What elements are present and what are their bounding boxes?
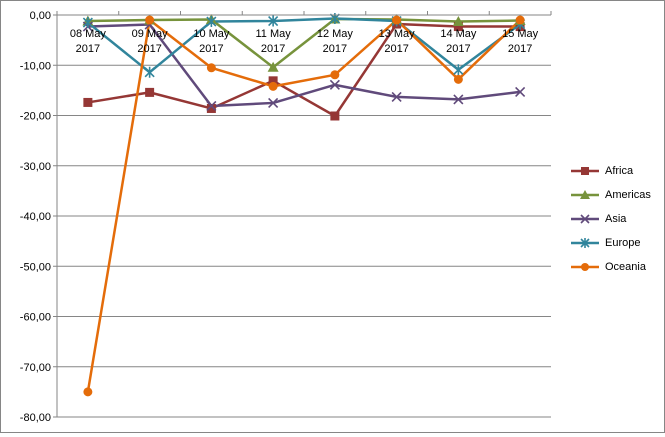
- point-asia: [206, 100, 217, 112]
- point-asia: [391, 91, 402, 102]
- x-tick-label: 13 May 2017: [379, 28, 416, 55]
- legend-swatch: [571, 263, 599, 271]
- legend-label: Oceania: [605, 261, 646, 273]
- point-europe: [82, 17, 93, 29]
- point-asia: [515, 86, 526, 97]
- point-africa: [268, 76, 278, 86]
- series-line-oceania: [86, 18, 521, 393]
- point-oceania: [83, 387, 93, 397]
- legend-item-africa: Africa: [571, 159, 661, 183]
- point-oceania: [453, 74, 463, 84]
- point-americas: [267, 61, 279, 72]
- legend-label: Africa: [605, 165, 634, 177]
- y-tick-label: -80,00: [20, 412, 51, 424]
- legend: Africa Americas Asia Europe Oceania: [571, 159, 661, 279]
- x-tick-label: 15 May 2017: [502, 28, 539, 55]
- point-africa: [330, 111, 340, 121]
- legend-swatch: [571, 214, 599, 224]
- point-asia: [453, 94, 464, 105]
- point-europe: [268, 15, 279, 27]
- legend-label: Europe: [605, 237, 641, 249]
- legend-item-oceania: Oceania: [571, 255, 661, 279]
- y-tick-label: -70,00: [20, 362, 51, 374]
- y-tick-label: -10,00: [20, 60, 51, 72]
- point-asia: [268, 97, 279, 109]
- point-oceania: [268, 81, 278, 91]
- legend-swatch: [571, 190, 599, 199]
- point-europe: [206, 16, 217, 28]
- point-africa: [145, 87, 155, 97]
- y-tick-label: -60,00: [20, 312, 51, 324]
- legend-item-americas: Americas: [571, 183, 661, 207]
- series-line-americas: [87, 17, 521, 69]
- y-tick-label: -40,00: [20, 211, 51, 223]
- series-line-asia: [87, 23, 521, 108]
- x-tick-label: 10 May 2017: [193, 28, 230, 55]
- point-africa: [83, 97, 93, 107]
- legend-label: Americas: [605, 189, 651, 201]
- x-tick-label: 12 May 2017: [317, 28, 354, 55]
- series-line-africa: [87, 22, 521, 118]
- point-oceania: [392, 15, 402, 25]
- point-europe: [144, 66, 155, 78]
- point-oceania: [145, 15, 155, 25]
- legend-item-asia: Asia: [571, 207, 661, 231]
- x-tick-label: 14 May 2017: [440, 28, 477, 55]
- legend-swatch: [571, 238, 599, 248]
- series-line-europe: [87, 17, 521, 74]
- legend-swatch: [571, 167, 599, 175]
- point-oceania: [330, 70, 340, 80]
- legend-label: Asia: [605, 213, 627, 225]
- point-americas: [452, 16, 464, 27]
- y-tick-label: -50,00: [20, 261, 51, 273]
- y-tick-label: -30,00: [20, 161, 51, 173]
- y-tick-label: -20,00: [20, 111, 51, 123]
- point-africa: [206, 103, 216, 113]
- y-tick-label: 0,00: [30, 10, 51, 22]
- x-tick-label: 11 May 2017: [255, 28, 291, 55]
- point-asia: [329, 79, 340, 90]
- point-oceania: [515, 15, 525, 25]
- legend-item-europe: Europe: [571, 231, 661, 255]
- point-africa: [453, 22, 463, 32]
- point-europe: [453, 64, 464, 76]
- point-oceania: [206, 63, 216, 73]
- x-tick-label: 08 May 2017: [70, 28, 107, 55]
- x-tick-label: 09 May 2017: [132, 28, 169, 55]
